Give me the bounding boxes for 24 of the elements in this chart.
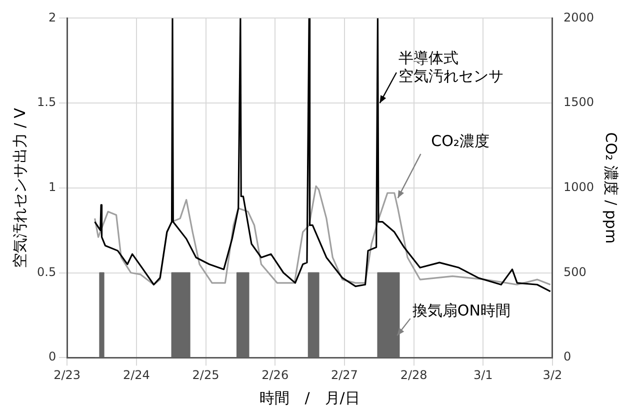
y-tick-label: 0 [48,350,56,364]
x-tick-label: 2/25 [192,368,220,382]
series-label: 半導体式空気汚れセンサ [398,48,504,85]
y-axis-title: 空気汚れセンサ出力 / V [10,107,29,268]
x-axis-title: 時間 / 月/日 [260,388,360,407]
x-tick-label: 2/28 [400,368,428,382]
y2-tick-label: 500 [563,264,586,279]
y2-axis-title: CO₂ 濃度 / ppm [602,132,620,244]
series-label: 換気扇ON時間 [412,302,510,320]
y-tick-label: 2 [48,10,56,24]
x-tick-label: 3/2 [542,368,562,382]
y2-tick-label: 2000 [563,10,594,24]
y-tick-label: 0.5 [36,264,56,279]
y-tick-label: 1 [48,180,56,194]
text: CO₂濃度 [431,132,490,150]
x-tick-label: 2/23 [54,368,81,382]
y-tick-label: 1.5 [36,95,56,110]
x-tick-label: 2/27 [330,368,358,382]
x-tick-label: 2/24 [122,368,150,382]
y2-tick-label: 1500 [563,95,594,110]
y2-tick-label: 1000 [563,180,594,194]
x-tick-label: 3/1 [473,368,493,382]
x-tick-label: 2/26 [262,368,289,382]
y2-tick-label: 0 [563,350,572,364]
